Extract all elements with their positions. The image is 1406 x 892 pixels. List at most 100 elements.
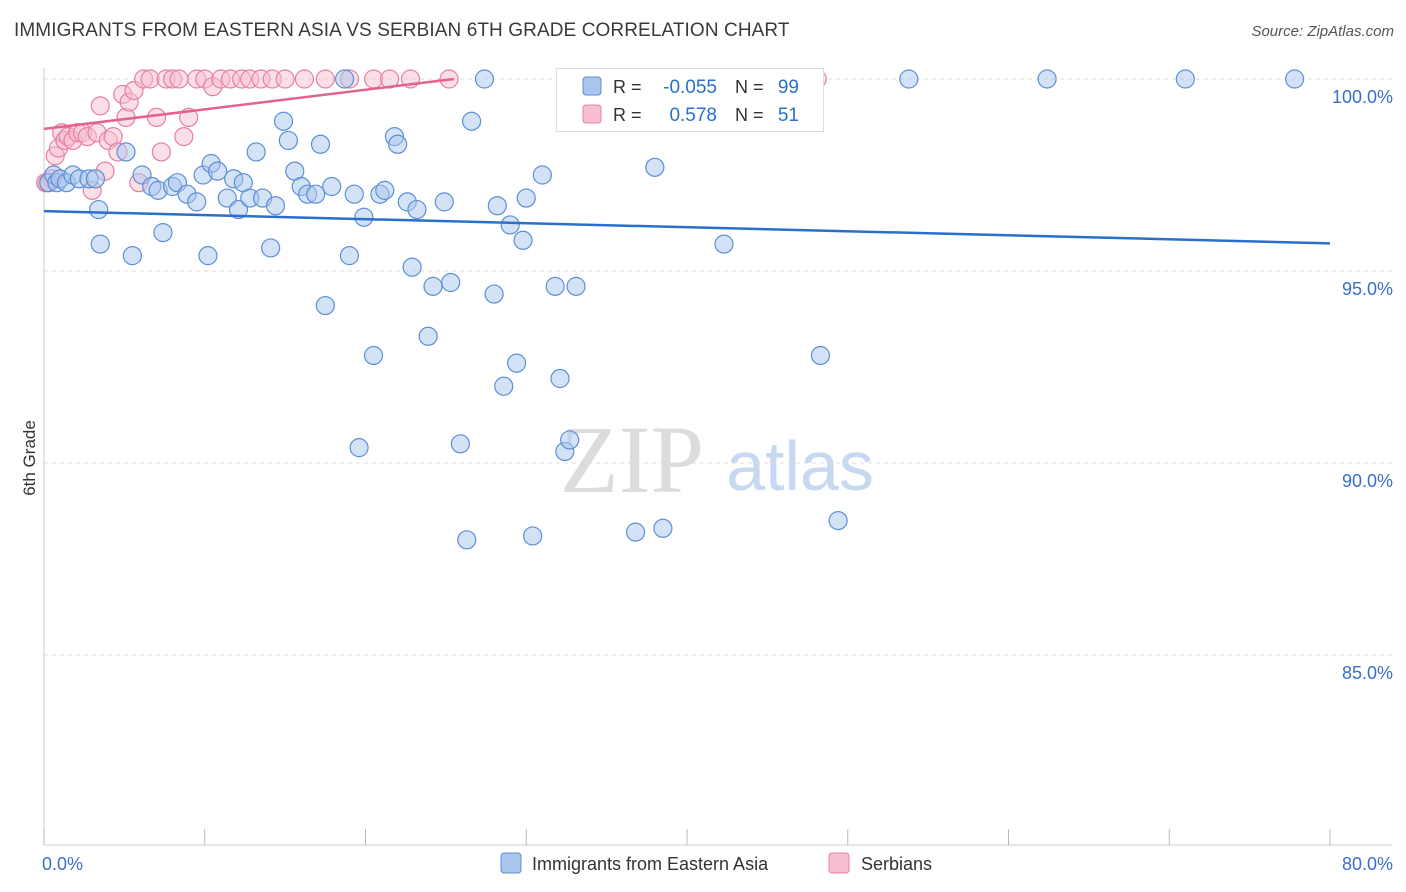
data-point[interactable] (899, 69, 919, 89)
data-point[interactable] (85, 169, 106, 189)
data-point[interactable] (275, 69, 295, 89)
data-point[interactable] (349, 438, 369, 458)
series-legend: Immigrants from Eastern Asia Serbians (0, 850, 1406, 880)
data-point[interactable] (402, 257, 422, 277)
legend-r-label: R = (613, 77, 642, 97)
chart-title: IMMIGRANTS FROM EASTERN ASIA VS SERBIAN … (14, 20, 790, 41)
data-point[interactable] (306, 184, 326, 204)
data-point[interactable] (474, 69, 495, 89)
data-point[interactable] (174, 127, 194, 147)
data-point[interactable] (1175, 69, 1195, 89)
eastern-asia-points (39, 69, 1305, 550)
data-point[interactable] (532, 165, 552, 185)
series-legend-svg: Immigrants from Eastern Asia Serbians (500, 852, 932, 874)
data-point[interactable] (228, 199, 249, 220)
data-point[interactable] (516, 188, 536, 208)
data-point[interactable] (625, 522, 646, 542)
data-point[interactable] (1037, 69, 1057, 89)
y-tick-label: 95.0% (1342, 279, 1393, 299)
data-point[interactable] (714, 234, 734, 254)
data-point[interactable] (441, 272, 461, 293)
legend-r-value: -0.055 (663, 77, 717, 98)
data-point[interactable] (265, 196, 286, 216)
data-point[interactable] (1285, 69, 1305, 89)
data-point[interactable] (566, 276, 586, 296)
data-point[interactable] (363, 345, 384, 366)
data-point[interactable] (169, 69, 189, 89)
data-point[interactable] (388, 134, 408, 154)
data-point[interactable] (273, 111, 294, 131)
legend-swatch-serbians[interactable] (828, 852, 850, 874)
x-tick-label-left: 0.0% (42, 854, 83, 874)
data-point[interactable] (89, 199, 109, 220)
data-point[interactable] (375, 180, 395, 200)
y-tick-label: 85.0% (1342, 663, 1393, 683)
data-point[interactable] (187, 192, 207, 212)
data-point[interactable] (810, 345, 831, 366)
data-point[interactable] (146, 107, 167, 128)
legend-r-label: R = (613, 105, 642, 125)
data-point[interactable] (513, 230, 533, 250)
data-point[interactable] (354, 207, 374, 227)
data-point[interactable] (450, 434, 470, 454)
data-point[interactable] (545, 276, 565, 296)
data-point[interactable] (487, 196, 507, 216)
data-point[interactable] (560, 430, 580, 450)
data-point[interactable] (315, 69, 335, 89)
data-point[interactable] (261, 238, 281, 258)
data-point[interactable] (344, 184, 364, 204)
data-point[interactable] (407, 199, 427, 220)
data-point[interactable] (310, 134, 331, 154)
legend-n-value: 51 (778, 105, 799, 126)
legend-stats-svg: R = -0.055 N = 99 R = 0.578 N = 51 (582, 76, 799, 126)
data-point[interactable] (90, 96, 110, 116)
data-point[interactable] (550, 368, 570, 389)
data-point[interactable] (335, 69, 355, 89)
legend-label-eastern-asia[interactable]: Immigrants from Eastern Asia (532, 854, 769, 874)
data-point[interactable] (828, 510, 848, 531)
data-point[interactable] (461, 111, 482, 131)
watermark-atlas: atlas (726, 427, 874, 505)
data-point[interactable] (294, 69, 315, 89)
data-point[interactable] (418, 326, 438, 346)
y-axis-label: 6th Grade (20, 420, 39, 496)
data-point[interactable] (507, 353, 527, 373)
data-point[interactable] (217, 188, 237, 208)
legend-label-serbians[interactable]: Serbians (861, 854, 932, 874)
data-point[interactable] (500, 215, 520, 235)
data-point[interactable] (484, 284, 504, 304)
source-credit: Source: ZipAtlas.com (1251, 23, 1394, 40)
legend-swatch-eastern-asia[interactable] (500, 852, 522, 874)
data-point[interactable] (198, 246, 218, 266)
data-point[interactable] (434, 192, 454, 212)
legend-n-label: N = (735, 77, 764, 97)
legend-swatch-blue (582, 76, 602, 96)
data-point[interactable] (653, 518, 673, 538)
data-point[interactable] (140, 69, 160, 89)
data-point[interactable] (122, 246, 143, 266)
data-point[interactable] (645, 157, 665, 177)
axes (43, 68, 1392, 846)
data-point[interactable] (116, 142, 136, 162)
data-point[interactable] (208, 161, 228, 181)
data-point[interactable] (151, 142, 171, 162)
data-point[interactable] (153, 223, 173, 243)
legend-n-value: 99 (778, 77, 799, 98)
trend-lines (43, 77, 1331, 245)
x-tick-label-right: 80.0% (1342, 854, 1393, 874)
data-point[interactable] (278, 130, 298, 151)
data-point[interactable] (90, 234, 110, 254)
legend-swatch-pink (582, 104, 602, 124)
y-tick-labels: 100.0% 95.0% 90.0% 85.0% (1332, 87, 1393, 683)
data-point[interactable] (457, 530, 477, 550)
data-point[interactable] (423, 276, 443, 296)
data-point[interactable] (494, 376, 514, 396)
data-point[interactable] (315, 295, 335, 316)
data-point[interactable] (363, 69, 384, 89)
data-point[interactable] (523, 526, 543, 546)
data-point[interactable] (246, 142, 266, 162)
watermark: ZIP atlas (560, 406, 874, 513)
data-point[interactable] (322, 176, 342, 197)
data-point[interactable] (339, 246, 360, 266)
